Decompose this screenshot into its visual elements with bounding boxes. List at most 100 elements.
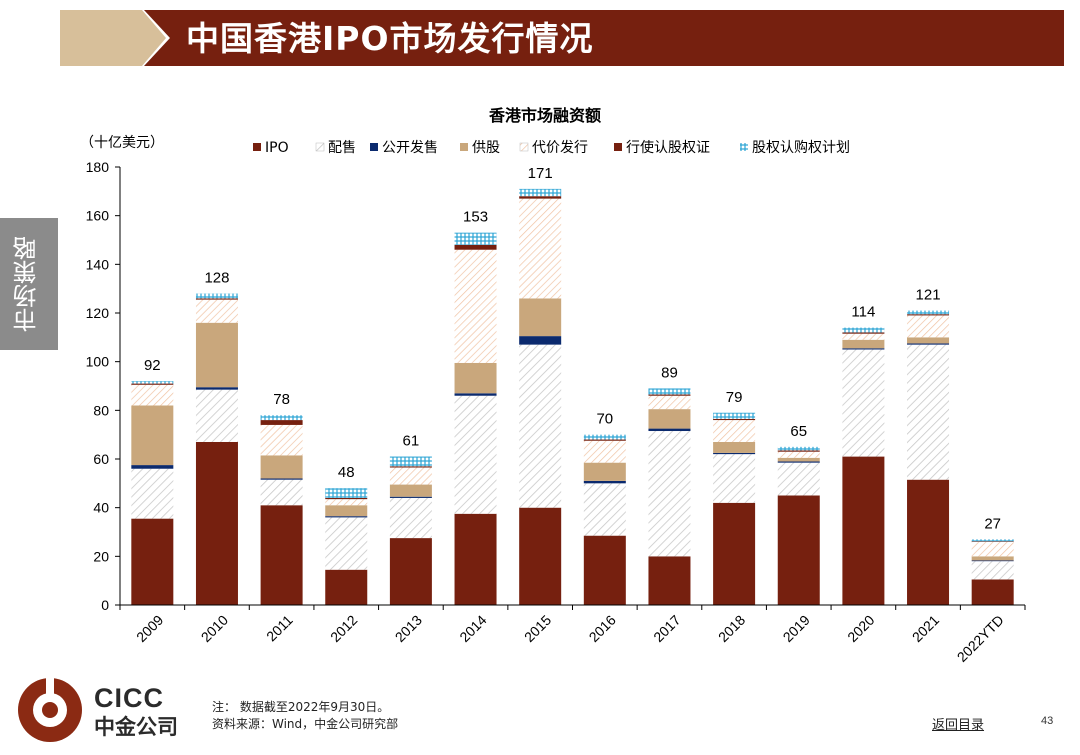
x-tick-label: 2014 (456, 612, 489, 645)
bar-segment-share_option (583, 434, 626, 440)
bar-segment-consideration (131, 384, 174, 406)
bar-segment-rights (260, 455, 303, 479)
bar-segment-rights (454, 362, 497, 394)
bar-segment-open_offer (260, 478, 303, 480)
bar-segment-ipo (842, 456, 885, 605)
logo-center-dot (42, 702, 58, 718)
bar-segment-consideration (583, 440, 626, 463)
bar-segment-placement (195, 389, 238, 442)
bar-segment-consideration (971, 541, 1014, 557)
total-data-label: 70 (596, 411, 613, 428)
bar-segment-placement (713, 454, 756, 503)
legend-swatch-consideration (519, 142, 529, 152)
total-data-label: 27 (984, 515, 1001, 532)
bar-segment-ipo (713, 502, 756, 605)
x-tick-label: 2012 (327, 612, 360, 645)
legend-swatch-ipo (253, 143, 261, 151)
bar-segment-placement (583, 483, 626, 536)
x-tick-label: 2009 (133, 612, 166, 645)
bar-segment-ipo (131, 518, 174, 605)
bar-segment-share_option (842, 327, 885, 333)
x-tick-label: 2015 (521, 612, 554, 645)
bar-segment-consideration (389, 467, 432, 485)
legend-swatch-open_offer (370, 143, 378, 151)
data-note: 注： 数据截至2022年9月30日。 (212, 700, 390, 714)
bar-segment-warrants (454, 244, 497, 250)
y-tick-label: 60 (93, 451, 109, 467)
y-tick-label: 20 (93, 548, 109, 564)
bar-segment-consideration (260, 424, 303, 456)
bar-stacks: 92 128 78 48 61 153 171 70 89 79 65 114 121 27 (131, 165, 1014, 605)
total-data-label: 128 (204, 270, 229, 287)
bar-segment-open_offer (195, 387, 238, 390)
bar-segment-placement (519, 344, 562, 508)
bar-segment-open_offer (842, 348, 885, 350)
bar-segment-consideration (842, 333, 885, 340)
bar-segment-share_option (454, 232, 497, 245)
side-tab-market-strategy[interactable]: 市场策略 (0, 218, 58, 350)
bar-stack-2018: 79 (713, 389, 756, 605)
chart-title: 香港市场融资额 (488, 106, 601, 125)
bar-segment-consideration (907, 315, 950, 338)
bar-segment-rights (131, 405, 174, 466)
legend-label-placement: 配售 (328, 140, 356, 156)
bar-stack-2010: 128 (195, 270, 238, 605)
bar-segment-consideration (519, 198, 562, 299)
banner-accent-block (60, 10, 142, 66)
bar-stack-2012: 48 (325, 464, 368, 605)
legend-label-share_option: 股权认购权计划 (752, 140, 850, 156)
bar-stack-2009: 92 (131, 357, 174, 605)
bar-stack-2013: 61 (389, 433, 432, 605)
bar-segment-warrants (777, 450, 820, 452)
logo-text-cn: 中金公司 (94, 715, 178, 739)
bar-segment-share_option (325, 488, 368, 498)
y-tick-label: 0 (101, 597, 109, 613)
bar-segment-consideration (648, 395, 691, 410)
bar-segment-ipo (583, 535, 626, 605)
bar-segment-warrants (842, 332, 885, 334)
bar-segment-rights (389, 484, 432, 497)
bar-segment-placement (325, 517, 368, 570)
bar-segment-rights (971, 556, 1014, 561)
legend-swatch-placement (315, 142, 325, 152)
legend-label-consideration: 代价发行 (532, 140, 588, 156)
bar-segment-placement (389, 497, 432, 539)
bar-segment-placement (971, 561, 1014, 580)
bar-segment-open_offer (907, 343, 950, 345)
bar-segment-ipo (648, 556, 691, 605)
y-tick-label: 180 (86, 159, 110, 175)
total-data-label: 61 (403, 433, 420, 450)
bar-segment-ipo (454, 513, 497, 605)
bar-segment-warrants (195, 298, 238, 300)
total-data-label: 79 (726, 389, 743, 406)
bar-segment-ipo (325, 569, 368, 605)
bar-segment-consideration (713, 420, 756, 442)
bar-segment-open_offer (648, 428, 691, 432)
financing-chart: 香港市场融资额 （十亿美元） IPO 配售 公开发售 供股 代价发行 行使认股权证 股权认购… (80, 106, 1026, 665)
bar-segment-warrants (713, 418, 756, 421)
bar-segment-warrants (648, 394, 691, 396)
bar-segment-placement (454, 395, 497, 514)
x-tick-label: 2011 (263, 612, 296, 645)
bar-segment-share_option (389, 456, 432, 467)
bar-segment-share_option (907, 310, 950, 315)
legend-swatch-warrants (614, 143, 622, 151)
total-data-label: 78 (273, 391, 290, 408)
bar-stack-2019: 65 (777, 423, 820, 605)
bar-segment-open_offer (713, 452, 756, 455)
total-data-label: 153 (463, 209, 488, 226)
x-tick-label: 2020 (844, 612, 877, 645)
bar-segment-open_offer (389, 496, 432, 498)
bar-segment-ipo (971, 579, 1014, 605)
x-tick-label: 2010 (198, 612, 231, 645)
x-tick-label: 2018 (715, 612, 748, 645)
legend-label-ipo: IPO (265, 140, 289, 156)
back-to-contents-link[interactable]: 返回目录 (932, 718, 985, 733)
y-tick-label: 40 (93, 500, 109, 516)
bar-segment-open_offer (777, 461, 820, 463)
bar-segment-ipo (389, 538, 432, 605)
total-data-label: 121 (916, 287, 941, 304)
x-tick-label: 2016 (586, 612, 619, 645)
bar-segment-consideration (195, 299, 238, 323)
x-tick-label: 2017 (650, 612, 683, 645)
